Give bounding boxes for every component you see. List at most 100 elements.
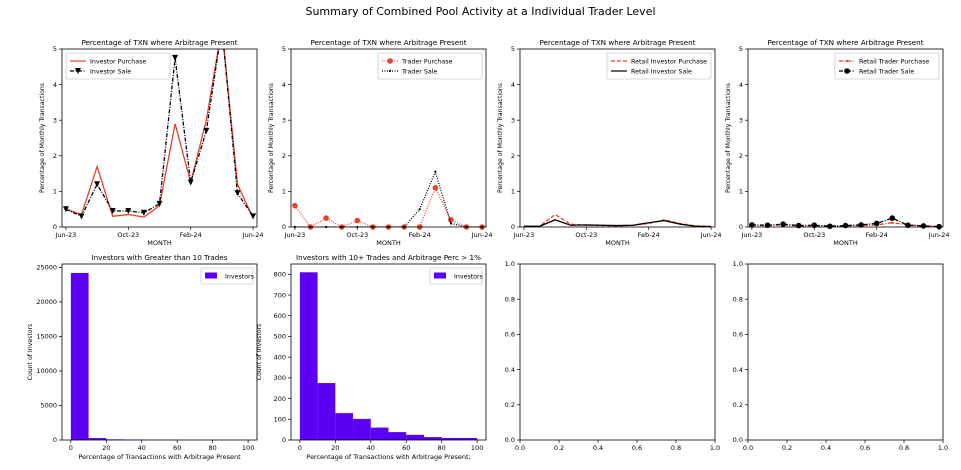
legend-label: Retail Investor Purchase (631, 58, 707, 65)
axes-frame (519, 263, 716, 441)
y-tick-label: 1 (511, 188, 515, 196)
data-point (432, 185, 439, 191)
y-tick-label: 100 (274, 415, 286, 423)
y-axis-label: Count of Investors (256, 324, 263, 381)
y-axis-label: Percentage of Monthly Transactions (268, 83, 275, 193)
subplot-title: Investors with 10+ Trades and Arbitrage … (296, 253, 481, 262)
histogram-bar (299, 272, 318, 440)
y-tick-label: 0.2 (733, 401, 743, 409)
figure-title: Summary of Combined Pool Activity at a I… (305, 5, 656, 18)
x-tick-label: 0.2 (782, 444, 792, 452)
x-tick-label: 0.4 (821, 444, 831, 452)
data-point (94, 181, 101, 188)
x-tick-label: 0.8 (671, 444, 681, 452)
y-tick-label: 3 (53, 116, 57, 124)
x-tick-label: 20 (331, 444, 339, 452)
x-tick-label: 40 (367, 444, 375, 452)
legend-swatch (205, 272, 217, 279)
data-point (873, 220, 880, 227)
data-point (889, 215, 896, 221)
x-tick-label: 0 (69, 444, 73, 452)
y-tick-label: 10000 (36, 367, 57, 375)
data-point (203, 127, 210, 134)
x-tick-label: 40 (138, 444, 146, 452)
data-point (448, 217, 454, 223)
data-point (749, 222, 755, 228)
y-axis-label: Percentage of Monthly Transactions (725, 83, 732, 193)
histogram-bar (353, 418, 371, 440)
y-tick-label: 1.0 (733, 260, 743, 268)
y-tick-label: 2 (53, 152, 57, 160)
x-tick-label: 80 (209, 444, 217, 452)
data-point (292, 202, 298, 209)
y-tick-label: 0 (282, 436, 286, 444)
data-point (418, 208, 421, 211)
x-tick-label: Oct-23 (346, 231, 368, 239)
y-tick-label: 0.2 (505, 401, 515, 409)
y-tick-label: 0.4 (733, 366, 743, 374)
x-tick-label: 80 (438, 444, 446, 452)
y-tick-label: 4 (739, 81, 743, 89)
x-tick-label: Feb-24 (866, 231, 888, 239)
histogram-bar (370, 427, 389, 440)
y-tick-label: 0.8 (733, 295, 743, 303)
series-line (294, 169, 483, 227)
x-tick-label: 0.0 (515, 444, 525, 452)
y-tick-label: 700 (274, 291, 286, 299)
legend-label: Investors (454, 273, 483, 280)
y-tick-label: 600 (274, 312, 286, 320)
histogram-bar (423, 437, 442, 440)
data-point (434, 170, 437, 173)
data-point (905, 222, 911, 229)
histogram-bar (441, 437, 460, 440)
x-tick-label: Feb-24 (638, 231, 660, 239)
y-tick-label: 200 (274, 395, 286, 403)
x-axis-label: MONTH (605, 239, 630, 247)
y-tick-label: 4 (53, 81, 57, 89)
data-point (920, 223, 927, 229)
y-tick-label: 0.6 (733, 331, 743, 339)
y-tick-label: 0 (53, 223, 57, 231)
legend-label: Retail Trader Sale (859, 68, 914, 75)
legend-box (65, 52, 171, 80)
axes-frame (519, 48, 716, 228)
y-tick-label: 0.6 (505, 331, 515, 339)
y-tick-label: 0 (511, 223, 515, 231)
axes-frame (290, 263, 487, 441)
legend-label: Investors (225, 273, 254, 280)
x-tick-label: 20 (102, 444, 110, 452)
legend-swatch (434, 272, 446, 279)
y-tick-label: 4 (511, 81, 515, 89)
legend-label: Investor Purchase (90, 58, 146, 65)
x-tick-label: 1.0 (710, 444, 720, 452)
data-point (62, 206, 69, 213)
y-tick-label: 5 (282, 45, 286, 53)
data-point (234, 190, 241, 197)
y-tick-label: 0.0 (505, 436, 515, 444)
axes-frame (290, 48, 487, 228)
histogram-bar (70, 272, 89, 440)
histogram-bar (406, 434, 424, 440)
data-point (250, 213, 257, 220)
legend-box (200, 267, 254, 285)
x-tick-label: Jun-23 (741, 231, 763, 239)
y-tick-label: 1 (53, 188, 57, 196)
x-tick-label: Jun-24 (242, 231, 264, 239)
y-axis-label: Percentage of Monthly Transactions (39, 83, 46, 193)
legend-label: Trader Purchase (401, 58, 453, 65)
legend-marker (388, 69, 392, 73)
y-tick-label: 5000 (40, 402, 57, 410)
y-tick-label: 400 (274, 353, 286, 361)
y-tick-label: 1 (282, 188, 286, 196)
y-tick-label: 2 (511, 152, 515, 160)
legend-box (429, 267, 483, 285)
y-tick-label: 5 (511, 45, 515, 53)
x-tick-label: Jun-24 (471, 231, 493, 239)
y-tick-label: 5 (739, 45, 743, 53)
y-axis-label: Percentage of Monthly Transactions (497, 83, 504, 193)
y-tick-label: 0 (282, 223, 286, 231)
subplot-title: Percentage of TXN where Arbitrage Presen… (767, 38, 923, 47)
data-point (78, 213, 85, 220)
y-tick-label: 15000 (36, 333, 57, 341)
